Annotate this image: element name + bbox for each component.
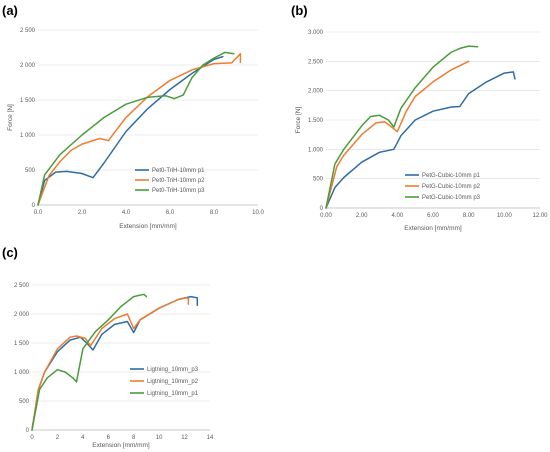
legend-label: PetG-Cubic-10mm p1 [422,173,481,179]
series-line-1 [325,71,516,209]
series-line-2 [325,60,470,209]
series-line-3 [37,51,235,206]
legend-label: Pet0-TriH-10mm p3 [152,188,205,194]
y-tick-label: 2 000 [20,63,36,69]
x-tick-label: 14 [207,435,214,441]
x-tick-label: 2.00 [356,213,368,219]
x-tick-label: 0.0 [34,210,43,216]
y-tick-label: 2 500 [14,283,30,289]
legend-label: PetG-Cubic-10mm p2 [422,184,481,190]
x-tick-label: 10.0 [252,210,264,216]
legend-label: Pet0-TriH-10mm p2 [152,178,205,184]
x-axis-title: Extension [mm/mm] [404,225,462,232]
x-tick-label: 0 [30,435,34,441]
series-line-1 [31,295,199,431]
x-tick-label: 12.00 [532,213,548,219]
legend-label: PetG-Cubic-10mm p3 [422,195,481,201]
panel-letter-b: (b) [291,3,308,18]
y-tick-label: 2 500 [20,28,36,34]
x-tick-label: 0.00 [320,213,332,219]
x-tick-label: 10 [156,435,163,441]
x-tick-label: 12 [181,435,188,441]
y-tick-label: 1 000 [14,370,30,376]
series-line-2 [37,53,242,206]
panel-letter-c: (c) [2,245,18,260]
x-tick-label: 2.0 [78,210,87,216]
y-tick-label: 500 [25,168,36,174]
y-tick-label: 0 [32,203,36,209]
y-axis-title: Force [N] [295,106,302,133]
y-tick-label: 0 [26,428,30,434]
chart-a: 0 500 1 000 1 500 2 000 2 500 0.0 2.0 4.0 6.0 8.0 1… [7,28,264,230]
series-line-2 [31,297,190,431]
legend-label: Pet0-TriH-10mm p1 [152,168,205,174]
y-tick-label: 3.000 [308,30,324,36]
x-tick-label: 8.00 [463,213,475,219]
x-tick-label: 10.00 [497,213,513,219]
y-tick-label: 2.500 [308,59,324,65]
y-tick-label: 500 [313,177,324,183]
series-line-3 [31,293,148,431]
x-tick-label: 2 [56,435,60,441]
y-axis-title: Force [N] [7,104,14,131]
y-tick-label: 1.500 [308,118,324,124]
x-tick-label: 4.0 [122,210,131,216]
legend-label: Ligtning_10mm_p3 [147,367,199,373]
x-axis-title: Extension [mm/mm] [119,223,177,230]
y-tick-label: 0 [320,206,324,212]
x-tick-label: 6.00 [427,213,439,219]
x-tick-label: 4.00 [391,213,403,219]
y-tick-label: 1 500 [14,341,30,347]
y-tick-label: 2 000 [14,312,30,318]
x-tick-label: 8.0 [210,210,219,216]
series-line-3 [325,45,479,209]
x-tick-label: 8 [132,435,136,441]
panel-letter-a: (a) [2,3,18,18]
y-tick-label: 500 [19,399,30,405]
legend-label: Ligtning_10mm_p1 [147,391,199,397]
y-tick-label: 1.000 [308,147,324,153]
x-axis-title: Extension [mm/mm] [92,442,150,449]
legend-label: Ligtning_10mm_p2 [147,379,199,385]
y-tick-label: 2.000 [308,89,324,95]
chart-c: 0 500 1 000 1 500 2 000 2 500 0 2 4 6 8 10 12 14 Exten… [14,283,214,449]
series-line-1 [37,55,224,206]
x-tick-label: 6 [107,435,111,441]
y-tick-label: 1 500 [20,98,36,104]
y-tick-label: 1 000 [20,133,36,139]
x-tick-label: 4 [81,435,85,441]
chart-b: 0 500 1.000 1.500 2.000 2.500 3.000 0.00 2.00 4.0… [295,30,548,232]
x-tick-label: 6.0 [166,210,175,216]
